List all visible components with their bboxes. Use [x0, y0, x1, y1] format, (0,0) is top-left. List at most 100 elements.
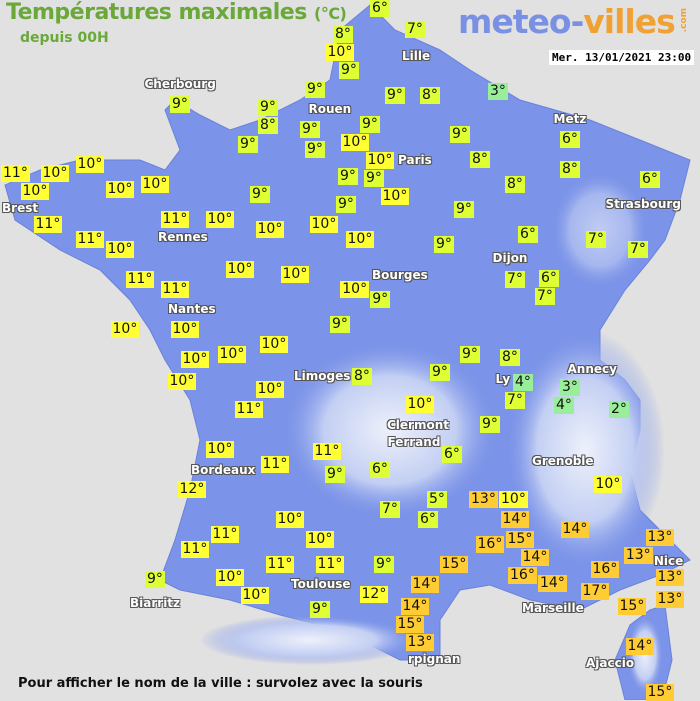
temperature-label[interactable]: 10° — [167, 372, 197, 390]
temperature-label[interactable]: 16° — [475, 535, 505, 553]
temperature-label[interactable]: 11° — [315, 555, 345, 573]
temperature-label[interactable]: 9° — [339, 62, 359, 79]
temperature-label[interactable]: 9° — [250, 185, 270, 203]
temperature-label[interactable]: 6° — [370, 0, 390, 17]
temperature-label[interactable]: 9° — [170, 95, 190, 113]
temperature-label[interactable]: 9° — [325, 465, 345, 483]
temperature-label[interactable]: 10° — [240, 587, 270, 604]
temperature-label[interactable]: 11° — [265, 555, 295, 573]
temperature-label[interactable]: 10° — [405, 395, 435, 413]
temperature-label[interactable]: 6° — [640, 170, 660, 188]
temperature-label[interactable]: 10° — [255, 380, 285, 398]
temperature-label[interactable]: 15° — [645, 683, 675, 701]
temperature-label[interactable]: 7° — [505, 391, 525, 409]
temperature-label[interactable]: 10° — [105, 240, 135, 258]
temperature-label[interactable]: 8° — [500, 348, 520, 366]
temperature-label[interactable]: 8° — [560, 160, 580, 178]
temperature-label[interactable]: 10° — [305, 530, 335, 548]
temperature-label[interactable]: 11° — [160, 210, 190, 228]
temperature-label[interactable]: 9° — [480, 415, 500, 433]
temperature-label[interactable]: 6° — [442, 445, 462, 463]
temperature-label[interactable]: 10° — [499, 490, 528, 508]
temperature-label[interactable]: 10° — [259, 335, 289, 353]
temperature-label[interactable]: 10° — [180, 350, 210, 368]
temperature-label[interactable]: 10° — [225, 260, 255, 278]
temperature-label[interactable]: 7° — [535, 287, 555, 305]
temperature-label[interactable]: 11° — [125, 270, 155, 288]
temperature-label[interactable]: 13° — [469, 490, 498, 508]
temperature-label[interactable]: 9° — [385, 86, 405, 104]
temperature-label[interactable]: 7° — [380, 500, 400, 518]
temperature-label[interactable]: 15° — [505, 530, 535, 548]
temperature-label[interactable]: 15° — [617, 597, 647, 615]
temperature-label[interactable]: 11° — [75, 230, 105, 248]
temperature-label[interactable]: 8° — [470, 150, 490, 168]
temperature-label[interactable]: 14° — [520, 549, 550, 566]
temperature-label[interactable]: 17° — [580, 582, 610, 600]
temperature-label[interactable]: 12° — [177, 480, 207, 498]
temperature-label[interactable]: 7° — [628, 240, 648, 258]
temperature-label[interactable]: 11° — [160, 280, 190, 298]
temperature-label[interactable]: 6° — [539, 269, 559, 287]
temperature-label[interactable]: 10° — [140, 175, 170, 193]
temperature-label[interactable]: 9° — [460, 345, 480, 363]
temperature-label[interactable]: 9° — [338, 167, 358, 185]
temperature-label[interactable]: 10° — [309, 215, 339, 233]
temperature-label[interactable]: 9° — [364, 169, 384, 187]
temperature-label[interactable]: 16° — [508, 567, 537, 584]
temperature-label[interactable]: 8° — [505, 175, 525, 193]
temperature-label[interactable]: 11° — [1, 165, 30, 183]
site-logo[interactable]: meteo-villes .com — [458, 2, 689, 41]
temperature-label[interactable]: 11° — [210, 525, 240, 543]
temperature-label[interactable]: 9° — [434, 235, 454, 253]
temperature-label[interactable]: 14° — [538, 574, 567, 592]
temperature-label[interactable]: 11° — [180, 540, 210, 558]
temperature-label[interactable]: 10° — [345, 230, 375, 248]
temperature-label[interactable]: 4° — [554, 396, 574, 414]
temperature-label[interactable]: 4° — [513, 373, 533, 391]
temperature-label[interactable]: 10° — [340, 280, 370, 298]
temperature-label[interactable]: 9° — [258, 99, 278, 116]
temperature-label[interactable]: 9° — [305, 80, 325, 98]
temperature-label[interactable]: 9° — [305, 140, 325, 158]
temperature-label[interactable]: 8° — [333, 26, 353, 43]
temperature-label[interactable]: 11° — [234, 400, 264, 418]
temperature-label[interactable]: 6° — [418, 510, 438, 528]
temperature-label[interactable]: 8° — [420, 86, 440, 104]
temperature-label[interactable]: 10° — [170, 320, 200, 338]
temperature-label[interactable]: 8° — [258, 117, 278, 134]
temperature-label[interactable]: 10° — [340, 133, 370, 151]
temperature-label[interactable]: 9° — [360, 115, 380, 133]
temperature-label[interactable]: 11° — [33, 216, 63, 234]
temperature-label[interactable]: 14° — [400, 598, 430, 616]
temperature-label[interactable]: 10° — [275, 510, 305, 528]
temperature-label[interactable]: 9° — [238, 135, 258, 153]
temperature-label[interactable]: 15° — [439, 555, 469, 573]
temperature-label[interactable]: 9° — [145, 570, 165, 588]
temperature-label[interactable]: 10° — [20, 183, 50, 201]
temperature-label[interactable]: 10° — [593, 475, 623, 493]
temperature-label[interactable]: 14° — [560, 520, 590, 538]
temperature-label[interactable]: 7° — [505, 270, 525, 288]
temperature-label[interactable]: 12° — [359, 585, 389, 603]
temperature-label[interactable]: 13° — [655, 590, 685, 608]
temperature-label[interactable]: 11° — [312, 442, 342, 460]
temperature-label[interactable]: 5° — [427, 490, 447, 508]
temperature-label[interactable]: 10° — [110, 320, 140, 338]
temperature-label[interactable]: 10° — [325, 44, 355, 61]
temperature-label[interactable]: 9° — [454, 200, 474, 218]
temperature-label[interactable]: 7° — [405, 20, 425, 38]
temperature-label[interactable]: 9° — [370, 290, 391, 308]
temperature-label[interactable]: 13° — [405, 634, 435, 652]
temperature-label[interactable]: 10° — [280, 265, 310, 283]
temperature-label[interactable]: 11° — [260, 455, 290, 473]
temperature-label[interactable]: 10° — [75, 155, 105, 173]
temperature-label[interactable]: 9° — [374, 555, 394, 573]
temperature-label[interactable]: 15° — [395, 616, 425, 634]
temperature-label[interactable]: 3° — [488, 82, 508, 100]
temperature-label[interactable]: 10° — [105, 180, 135, 198]
temperature-label[interactable]: 7° — [586, 230, 606, 248]
temperature-label[interactable]: 2° — [609, 400, 629, 418]
temperature-label[interactable]: 10° — [380, 187, 410, 205]
temperature-label[interactable]: 13° — [623, 547, 653, 564]
